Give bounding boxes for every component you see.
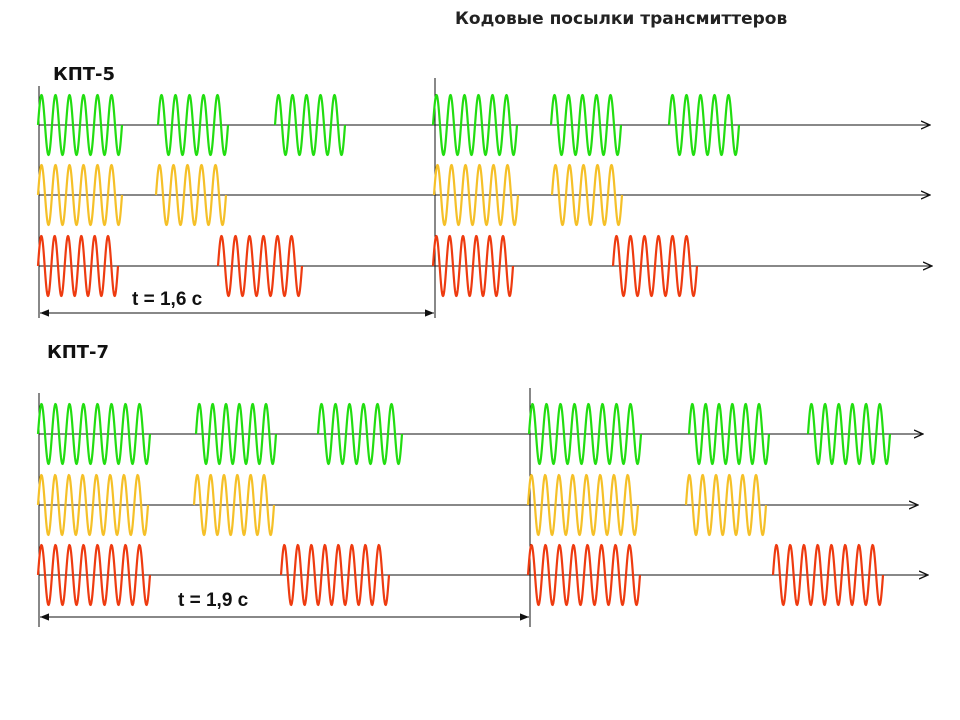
kpt7-green-burst-2 [194, 402, 278, 466]
kpt5-red-burst-4 [611, 234, 699, 298]
kpt5-red-burst-2 [216, 234, 304, 298]
kpt5-bursts [36, 93, 741, 298]
kpt5-red-burst-1 [36, 234, 120, 298]
kpt5-green-burst-2 [156, 93, 230, 157]
kpt5-green-burst-4 [431, 93, 519, 157]
kpt5-yellow-burst-1 [36, 163, 124, 227]
section-label-kpt7: КПТ-7 [47, 342, 110, 363]
kpt7-yellow-burst-1 [36, 473, 150, 537]
kpt7-green-burst-6 [806, 402, 892, 466]
kpt7-red-burst-4 [771, 543, 885, 607]
section-kpt5: t = 1,6 с [36, 78, 932, 318]
kpt5-green-burst-1 [36, 93, 124, 157]
kpt5-period-label: t = 1,6 с [132, 289, 203, 310]
kpt7-red-burst-2 [279, 543, 391, 607]
kpt5-green-burst-5 [549, 93, 623, 157]
kpt7-green-burst-1 [36, 402, 152, 466]
section-label-kpt5: КПТ-5 [53, 64, 116, 85]
kpt7-period-label: t = 1,9 с [178, 590, 249, 611]
kpt7-green-burst-4 [527, 402, 643, 466]
kpt5-green-burst-6 [667, 93, 741, 157]
kpt7-bursts [36, 402, 892, 607]
kpt5-green-burst-3 [273, 93, 347, 157]
section-kpt7: t = 1,9 с [36, 388, 928, 627]
kpt7-red-burst-1 [36, 543, 152, 607]
kpt5-yellow-burst-2 [154, 163, 228, 227]
kpt5-yellow-burst-4 [550, 163, 624, 227]
kpt7-green-burst-5 [687, 402, 771, 466]
kpt5-red-burst-3 [431, 234, 515, 298]
kpt7-green-burst-3 [316, 402, 404, 466]
kpt5-yellow-burst-3 [432, 163, 520, 227]
kpt7-yellow-burst-4 [684, 473, 768, 537]
page-title: Кодовые посылки трансмиттеров [455, 9, 788, 29]
kpt7-red-burst-3 [526, 543, 642, 607]
kpt7-yellow-burst-3 [526, 473, 640, 537]
kpt7-yellow-burst-2 [192, 473, 276, 537]
